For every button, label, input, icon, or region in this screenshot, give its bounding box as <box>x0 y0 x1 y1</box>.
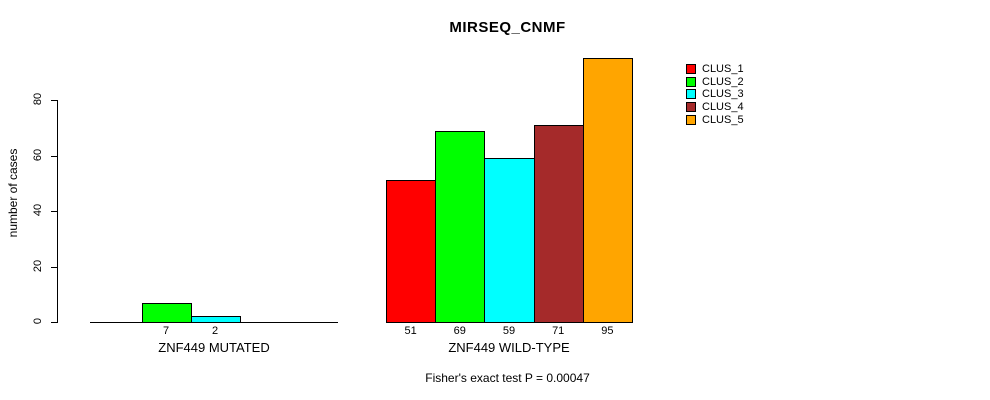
y-axis-title: number of cases <box>6 148 20 238</box>
legend-swatch-CLUS_4 <box>686 102 696 113</box>
y-tick-label: 40 <box>32 203 44 217</box>
bar-CLUS_3 <box>484 158 535 323</box>
bar-CLUS_3 <box>190 316 241 323</box>
y-tick-label: 60 <box>32 148 44 161</box>
chart-title: MIRSEQ_CNMF <box>449 19 566 36</box>
group-label: ZNF449 WILD-TYPE <box>448 340 570 355</box>
group-label: ZNF449 MUTATED <box>158 340 270 355</box>
legend-swatch-CLUS_2 <box>686 76 696 87</box>
bar-CLUS_2 <box>435 130 486 323</box>
bar-count-label: 71 <box>552 325 565 337</box>
y-axis-tick <box>51 322 58 323</box>
legend-label: CLUS_5 <box>702 113 744 126</box>
y-axis-tick <box>51 100 58 101</box>
y-axis-tick <box>51 211 58 212</box>
y-axis-tick <box>51 266 58 268</box>
y-tick-label: 20 <box>32 259 44 272</box>
bar-count-label: 7 <box>162 325 170 337</box>
pvalue-note: Fisher's exact test P = 0.00047 <box>425 371 590 385</box>
bar-count-label: 2 <box>211 325 219 337</box>
bar-CLUS_4 <box>533 124 584 323</box>
legend-label: CLUS_3 <box>702 88 744 101</box>
bar-count-label: 95 <box>601 325 614 337</box>
legend-swatch-CLUS_1 <box>686 64 696 74</box>
bar-count-label: 51 <box>404 325 417 337</box>
bar-count-label: 69 <box>453 325 466 337</box>
y-tick-label: 0 <box>32 317 44 325</box>
legend-swatch-CLUS_3 <box>686 89 696 100</box>
bar-CLUS_5 <box>582 58 633 323</box>
y-axis-tick <box>51 155 58 157</box>
legend-label: CLUS_1 <box>702 63 744 75</box>
legend-label: CLUS_2 <box>702 75 744 88</box>
y-tick-label: 80 <box>32 92 44 106</box>
legend-label: CLUS_4 <box>702 101 744 114</box>
legend-swatch-CLUS_5 <box>686 114 696 125</box>
bar-count-label: 59 <box>502 325 516 337</box>
bar-CLUS_1 <box>386 180 437 323</box>
bar-CLUS_2 <box>141 302 192 323</box>
